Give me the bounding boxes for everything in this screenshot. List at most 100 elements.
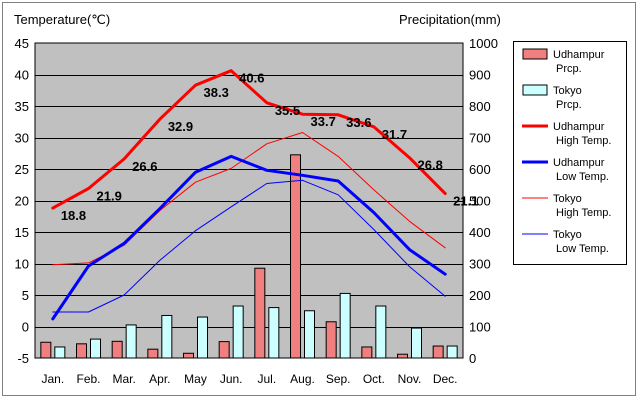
right-tick-label: 400 (469, 225, 491, 240)
high-temp-label: 35.5 (275, 103, 300, 118)
legend-label: Prcp. (556, 99, 582, 111)
legend-box (513, 41, 627, 265)
month-label: Nov. (398, 372, 422, 386)
left-tick-label: 5 (22, 288, 29, 303)
precip-bar (375, 305, 387, 359)
high-temp-label: 18.8 (61, 208, 86, 223)
right-tick-label: 200 (469, 288, 491, 303)
legend-label: Prcp. (556, 63, 582, 75)
month-label: May (184, 372, 207, 386)
right-tick-label: 700 (469, 131, 491, 146)
temperature-line (52, 179, 446, 313)
high-temp-label: 33.6 (346, 115, 371, 130)
left-tick-label: 25 (15, 162, 29, 177)
precip-bar (218, 341, 230, 359)
month-label: Oct. (363, 372, 385, 386)
right-tick-label: 1000 (469, 36, 498, 51)
right-tick-label: 900 (469, 68, 491, 83)
legend-swatch (522, 84, 548, 96)
high-temp-label: 26.8 (418, 158, 443, 173)
legend-label: Udhampur (553, 121, 605, 133)
legend-label: Tokyo (553, 229, 582, 241)
data-labels: 18.8 21.9 26.6 32.9 38.3 40.6 35.5 33.7 33.6 31.7… (61, 71, 479, 223)
legend-label: Tokyo (553, 85, 582, 97)
month-label: Apr. (149, 372, 170, 386)
precip-bar (361, 346, 373, 359)
left-tick-label: 45 (15, 36, 29, 51)
left-tick-label: 0 (22, 320, 29, 335)
legend-label: Low Temp. (556, 171, 609, 183)
left-tick-label: 30 (15, 131, 29, 146)
high-temp-label: 21.1 (453, 194, 478, 209)
temperature-lines (51, 69, 447, 321)
precip-bar (254, 267, 266, 359)
right-tick-label: 500 (469, 194, 491, 209)
legend-label: Low Temp. (556, 243, 609, 255)
month-label: Jun. (220, 372, 243, 386)
left-tick-label: 20 (15, 194, 29, 209)
left-axis-title: Temperature(℃) (14, 12, 110, 27)
precip-bar (432, 345, 444, 359)
left-tick-label: 15 (15, 225, 29, 240)
left-axis-ticks: -5 0 5 10 15 20 25 30 35 40 45 (15, 36, 29, 366)
left-tick-label: 10 (15, 257, 29, 272)
month-label: Aug. (290, 372, 315, 386)
precip-bar (290, 154, 301, 359)
high-temp-label: 21.9 (97, 189, 122, 204)
precip-bar (304, 310, 315, 359)
legend-label: Udhampur (553, 157, 605, 169)
precip-bar (268, 307, 280, 359)
month-label: Mar. (112, 372, 135, 386)
left-tick-label: 40 (15, 68, 29, 83)
right-tick-label: 600 (469, 162, 491, 177)
temperature-line (51, 154, 447, 321)
precip-bar (197, 316, 208, 359)
month-labels: Jan. Feb. Mar. Apr. May Jun. Jul. Aug. Sep. Oct. N… (41, 372, 457, 386)
precip-bar (161, 314, 173, 359)
month-label: Feb. (76, 372, 100, 386)
precip-bar (339, 292, 351, 359)
right-tick-label: 300 (469, 257, 491, 272)
precip-bar (125, 324, 137, 359)
legend: Udhampur Prcp. Tokyo Prcp. Udhampur High Temp… (522, 48, 611, 255)
plot-border (34, 42, 464, 359)
precip-bar (111, 340, 123, 359)
temperature-line (51, 69, 447, 210)
high-temp-label: 32.9 (168, 119, 193, 134)
month-label: Sep. (326, 372, 351, 386)
precip-bar (54, 346, 66, 359)
month-label: Jan. (41, 372, 64, 386)
legend-swatch (522, 48, 548, 60)
precip-bar (183, 352, 194, 359)
legend-label: High Temp. (556, 207, 611, 219)
legend-label: Tokyo (553, 193, 582, 205)
right-tick-label: 800 (469, 99, 491, 114)
high-temp-label: 40.6 (239, 71, 264, 86)
precip-bar (147, 348, 159, 359)
plot-background (35, 43, 463, 358)
left-tick-label: 35 (15, 99, 29, 114)
high-temp-label: 38.3 (204, 85, 229, 100)
precip-bar (446, 345, 458, 359)
high-temp-label: 31.7 (382, 127, 407, 142)
precip-bar (397, 353, 408, 359)
right-axis-title: Precipitation(mm) (399, 12, 501, 27)
high-temp-label: 26.6 (132, 159, 157, 174)
precip-bar (411, 327, 422, 359)
left-tick-label: -5 (17, 351, 29, 366)
month-label: Jul. (257, 372, 276, 386)
right-tick-label: 100 (469, 320, 491, 335)
legend-label: High Temp. (556, 135, 611, 147)
high-temp-label: 33.7 (311, 114, 336, 129)
precip-bar (76, 343, 87, 359)
precip-bar (90, 338, 101, 359)
precip-bar (40, 341, 52, 359)
legend-label: Udhampur (553, 49, 605, 61)
precip-bar (325, 321, 337, 359)
right-axis-ticks: 0 100 200 300 400 500 600 700 800 900 1000 (469, 36, 498, 366)
month-label: Dec. (433, 372, 458, 386)
right-tick-label: 0 (469, 351, 476, 366)
precip-bar (232, 305, 244, 359)
